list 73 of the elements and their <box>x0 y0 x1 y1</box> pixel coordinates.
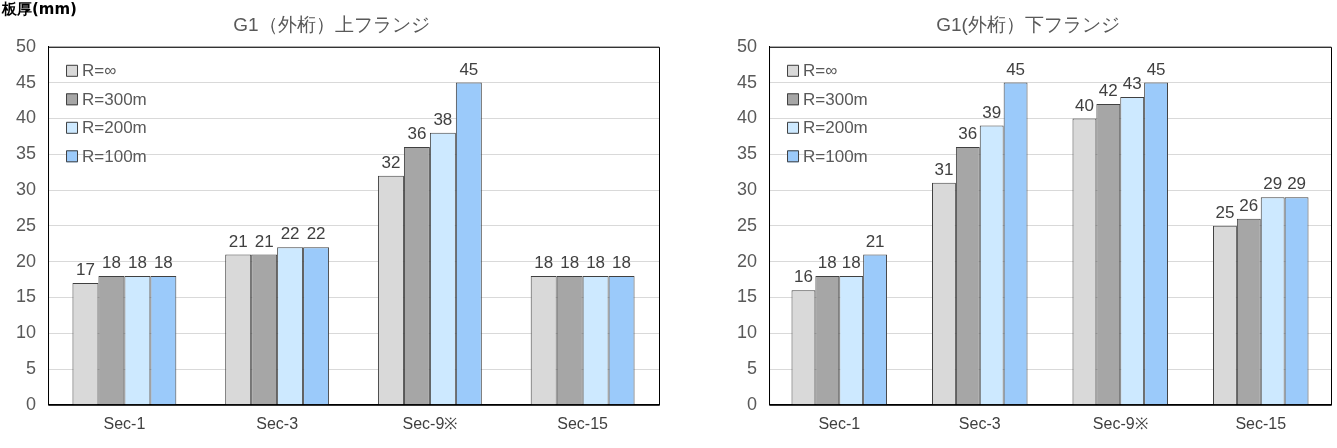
x-tick-label: Sec-3 <box>256 414 299 432</box>
data-label: 26 <box>1239 195 1259 215</box>
legend-label: R=300m <box>82 89 147 109</box>
chart-title: G1(外桁）下フランジ <box>936 13 1120 35</box>
x-tick-label: Sec-9※ <box>1092 414 1148 432</box>
data-label: 21 <box>865 231 885 251</box>
data-label: 25 <box>1215 202 1235 222</box>
data-label: 18 <box>612 253 632 273</box>
legend-label: R=200m <box>82 118 147 138</box>
data-label: 18 <box>153 253 173 273</box>
y-tick-label: 40 <box>736 107 758 128</box>
y-tick-label: 5 <box>747 357 758 378</box>
data-label: 42 <box>1098 81 1118 101</box>
data-label: 18 <box>841 253 861 273</box>
x-tick-label: Sec-3 <box>958 414 1001 432</box>
data-label: 18 <box>534 253 554 273</box>
y-tick-label: 0 <box>747 393 758 414</box>
y-tick-label: 25 <box>736 214 758 235</box>
y-tick-label: 15 <box>15 286 37 307</box>
y-tick-label: 15 <box>736 286 758 307</box>
data-label: 22 <box>306 224 326 244</box>
data-label: 29 <box>1287 174 1307 194</box>
data-label: 21 <box>228 231 248 251</box>
legend-label: R=200m <box>803 118 868 138</box>
data-label: 18 <box>101 253 121 273</box>
data-label: 16 <box>793 267 813 287</box>
y-tick-label: 20 <box>736 250 758 271</box>
x-tick-label: Sec-1 <box>103 414 146 432</box>
x-tick-label: Sec-1 <box>818 414 861 432</box>
y-tick-label: 25 <box>15 214 37 235</box>
chart-title: G1（外桁）上フランジ <box>233 13 430 35</box>
y-tick-label: 10 <box>736 322 758 343</box>
data-label: 38 <box>433 109 453 129</box>
data-label: 40 <box>1074 95 1094 115</box>
legend-label: R=∞ <box>803 61 838 81</box>
data-label: 43 <box>1122 74 1142 94</box>
y-tick-label: 30 <box>736 178 758 199</box>
data-label: 32 <box>381 152 401 172</box>
y-tick-label: 40 <box>15 107 37 128</box>
data-label: 31 <box>934 160 954 180</box>
y-tick-label: 50 <box>15 35 37 56</box>
data-label: 29 <box>1263 174 1283 194</box>
data-label: 18 <box>127 253 147 273</box>
data-label: 21 <box>254 231 274 251</box>
x-tick-label: Sec-15 <box>1235 414 1287 432</box>
y-tick-label: 5 <box>26 357 37 378</box>
y-tick-label: 20 <box>15 250 37 271</box>
data-label: 36 <box>958 124 978 144</box>
data-label: 18 <box>586 253 606 273</box>
data-label: 22 <box>280 224 300 244</box>
y-tick-label: 45 <box>736 71 758 92</box>
data-label: 45 <box>1146 59 1166 79</box>
y-tick-label: 30 <box>15 178 37 199</box>
x-tick-label: Sec-9※ <box>402 414 458 432</box>
x-tick-label: Sec-15 <box>557 414 609 432</box>
legend-label: R=∞ <box>82 61 117 81</box>
data-label: 45 <box>459 59 479 79</box>
y-tick-label: 35 <box>15 143 37 164</box>
y-tick-label: 45 <box>15 71 37 92</box>
data-label: 18 <box>817 253 837 273</box>
data-label: 18 <box>560 253 580 273</box>
data-label: 36 <box>407 124 427 144</box>
legend-label: R=100m <box>82 146 147 166</box>
legend-label: R=100m <box>803 146 868 166</box>
y-axis-title: 板厚(mm) <box>2 0 77 19</box>
y-tick-label: 0 <box>26 393 37 414</box>
legend-label: R=300m <box>803 89 868 109</box>
y-tick-label: 35 <box>736 143 758 164</box>
data-label: 45 <box>1006 59 1026 79</box>
y-tick-label: 10 <box>15 322 37 343</box>
data-label: 39 <box>982 102 1002 122</box>
data-label: 17 <box>75 260 95 280</box>
y-tick-label: 50 <box>736 35 758 56</box>
